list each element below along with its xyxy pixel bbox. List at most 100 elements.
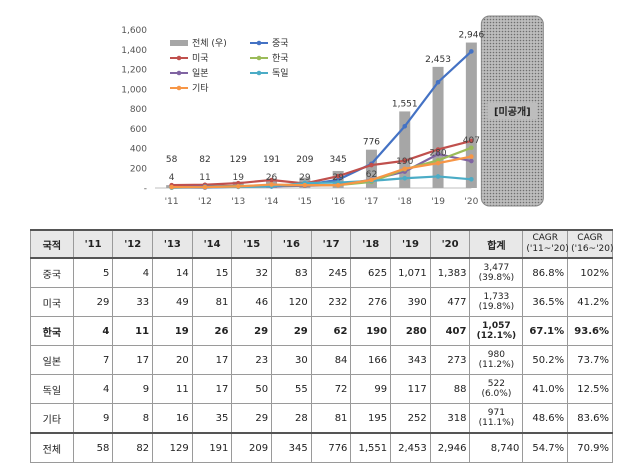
value-cell: 252 bbox=[390, 403, 431, 434]
value-cell: 19 bbox=[152, 316, 193, 346]
korea-data-label: 62 bbox=[366, 170, 377, 180]
value-cell: 1,383 bbox=[429, 257, 471, 288]
x-tick-label: '20 bbox=[464, 197, 478, 207]
cagr2-cell: 83.6% bbox=[567, 403, 613, 434]
value-cell: 83 bbox=[271, 257, 312, 288]
table-row: 중국 5 4 14 15 32 83 245 625 1,071 1,383 3,477 (39.8%)… bbox=[30, 257, 613, 288]
series-point bbox=[335, 182, 341, 188]
sum-share: (6.0%) bbox=[481, 389, 512, 399]
value-cell: 14 bbox=[152, 257, 193, 288]
country-cell: 기타 bbox=[30, 403, 74, 434]
bar-data-label: 191 bbox=[263, 155, 280, 165]
total-bar bbox=[399, 111, 411, 188]
value-cell: 117 bbox=[390, 374, 431, 404]
korea-data-label: 407 bbox=[463, 136, 480, 146]
value-cell: 4 bbox=[112, 257, 154, 288]
table-row: 한국 4 11 19 26 29 29 62 190 280 407 1,057 (12.1%) 67.1… bbox=[30, 316, 613, 346]
legend-swatch-marker bbox=[176, 70, 182, 76]
x-tick-label: '11 bbox=[165, 197, 179, 207]
header-year: '17 bbox=[310, 229, 352, 259]
header-cagr2-line: CAGR bbox=[577, 233, 603, 243]
value-cell: 82 bbox=[112, 432, 154, 463]
country-cell: 독일 bbox=[30, 374, 74, 404]
value-cell: 11 bbox=[112, 316, 154, 346]
country-cell: 전체 bbox=[30, 432, 74, 463]
cagr1-cell: 41.0% bbox=[522, 374, 569, 404]
value-cell: 276 bbox=[350, 287, 392, 317]
header-cagr1-line: ('11~'20) bbox=[526, 244, 569, 254]
chart-canvas: -2004006008001,0001,2001,4001,600-400800… bbox=[121, 15, 544, 207]
header-year: '19 bbox=[390, 229, 431, 259]
series-point bbox=[335, 173, 341, 179]
header-cagr1: CAGR ('11~'20) bbox=[522, 229, 569, 259]
value-cell: 195 bbox=[350, 403, 392, 434]
value-cell: 62 bbox=[310, 316, 352, 346]
value-cell: 232 bbox=[310, 287, 352, 317]
sum-value: 1,733 bbox=[483, 292, 510, 302]
series-point bbox=[435, 79, 441, 85]
y-left-tick-label: 1,600 bbox=[121, 26, 147, 36]
y-left-tick-label: 1,000 bbox=[121, 85, 147, 95]
bar-data-label: 776 bbox=[363, 138, 380, 148]
sum-share: (12.1%) bbox=[476, 331, 517, 341]
x-tick-label: '17 bbox=[364, 197, 378, 207]
legend-swatch-marker bbox=[176, 55, 182, 61]
legend-swatch-marker bbox=[256, 70, 262, 76]
header-year: '12 bbox=[112, 229, 154, 259]
legend-swatch-marker bbox=[256, 55, 262, 61]
value-cell: 2,453 bbox=[390, 432, 431, 463]
series-point bbox=[302, 182, 308, 188]
cagr1-cell: 50.2% bbox=[522, 345, 569, 375]
value-cell: 29 bbox=[271, 316, 312, 346]
sum-share: (11.2%) bbox=[478, 360, 515, 370]
value-cell: 29 bbox=[231, 316, 273, 346]
value-cell: 58 bbox=[72, 432, 114, 463]
value-cell: 8 bbox=[112, 403, 154, 434]
series-point bbox=[369, 177, 374, 183]
korea-data-label: 29 bbox=[299, 173, 311, 183]
value-cell: 50 bbox=[231, 374, 273, 404]
value-cell: 28 bbox=[271, 403, 312, 434]
header-year: '14 bbox=[191, 229, 233, 259]
legend-swatch-marker bbox=[176, 85, 182, 91]
value-cell: 81 bbox=[310, 403, 352, 434]
value-cell: 29 bbox=[231, 403, 273, 434]
sum-cell: 8,740 bbox=[469, 432, 524, 463]
x-tick-label: '14 bbox=[265, 197, 279, 207]
value-cell: 46 bbox=[231, 287, 273, 317]
data-table: 국적 '11'12'13'14'15'16'17'18'19'20 합계 CAGR ('… bbox=[30, 229, 614, 463]
korea-data-label: 11 bbox=[199, 173, 210, 183]
header-cagr1-line: CAGR bbox=[532, 233, 558, 243]
total-bar bbox=[432, 66, 444, 188]
cagr2-cell: 41.2% bbox=[567, 287, 613, 317]
bar-data-label: 345 bbox=[330, 155, 347, 165]
korea-data-label: 29 bbox=[332, 173, 344, 183]
value-cell: 26 bbox=[191, 316, 233, 346]
series-line bbox=[171, 50, 473, 189]
header-year: '11 bbox=[72, 229, 114, 259]
total-bar bbox=[365, 149, 377, 188]
series-point bbox=[402, 158, 408, 164]
total-bar bbox=[465, 42, 477, 189]
legend-swatch-marker bbox=[256, 40, 262, 46]
header-year: '16 bbox=[271, 229, 312, 259]
korea-data-label: 4 bbox=[169, 173, 175, 183]
value-cell: 55 bbox=[271, 374, 312, 404]
country-cell: 한국 bbox=[30, 316, 74, 346]
cagr1-cell: 48.6% bbox=[522, 403, 569, 434]
series-point bbox=[369, 162, 374, 168]
x-tick-label: '15 bbox=[298, 197, 312, 207]
value-cell: 2,946 bbox=[429, 432, 471, 463]
country-cell: 미국 bbox=[30, 287, 74, 317]
value-cell: 7 bbox=[72, 345, 114, 375]
series-point bbox=[469, 154, 474, 159]
korea-data-label: 26 bbox=[266, 173, 278, 183]
value-cell: 390 bbox=[390, 287, 431, 317]
sum-value: 3,477 bbox=[483, 263, 510, 273]
cagr2-cell: 93.6% bbox=[567, 316, 613, 346]
series-point bbox=[402, 166, 408, 172]
table-row: 기타 9 8 16 35 29 28 81 195 252 318 971 (11.1%) 48.6% 83… bbox=[30, 403, 613, 434]
unpublished-label-bg bbox=[487, 103, 538, 119]
bar-data-label: 129 bbox=[230, 155, 247, 165]
series-point bbox=[402, 175, 408, 181]
